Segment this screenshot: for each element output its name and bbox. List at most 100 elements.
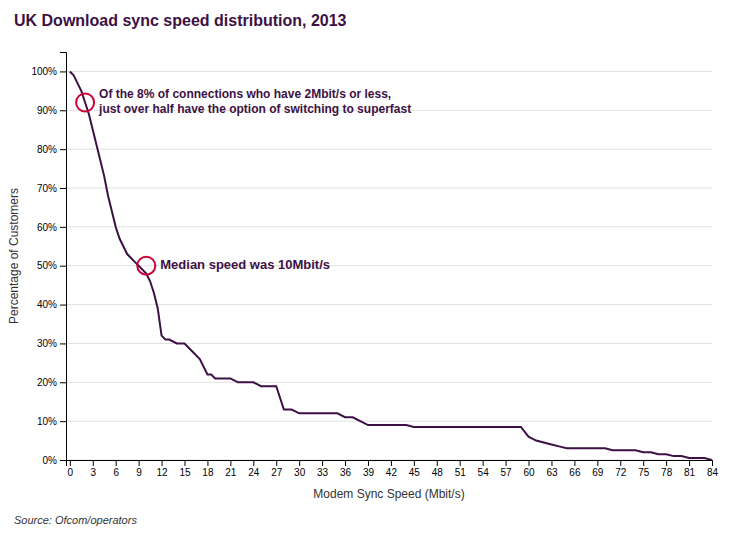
x-tick-mark [597, 460, 598, 466]
x-tick-mark [207, 460, 208, 466]
x-tick-mark [414, 460, 415, 466]
annotation-marker [76, 94, 94, 112]
x-tick-mark [483, 460, 484, 466]
y-axis-line [60, 53, 67, 461]
y-tick: 60% [37, 222, 66, 233]
x-tick-mark [643, 460, 644, 466]
x-tick: 45 [409, 460, 421, 478]
x-tick-mark [299, 460, 300, 466]
annotation-text: Median speed was 10Mbit/s [160, 257, 330, 272]
y-tick-label: 0% [43, 455, 58, 466]
x-tick: 57 [501, 460, 513, 478]
x-tick-mark [139, 460, 140, 466]
x-tick-label: 81 [684, 467, 696, 478]
x-axis-title: Modem Sync Speed (Mbit/s) [313, 487, 464, 501]
x-tick-label: 75 [638, 467, 650, 478]
x-tick: 69 [592, 460, 604, 478]
title: UK Download sync speed distribution, 201… [14, 12, 347, 29]
x-tick-label: 39 [363, 467, 375, 478]
x-tick-label: 60 [523, 467, 535, 478]
y-tick-label: 100% [31, 66, 57, 77]
x-tick-label: 54 [478, 467, 490, 478]
x-tick-mark [162, 460, 163, 466]
y-tick-mark [60, 188, 66, 189]
x-tick-label: 78 [661, 467, 673, 478]
x-tick: 78 [661, 460, 673, 478]
grid-line [66, 382, 712, 383]
annotations: Of the 8% of connections who have 2Mbit/… [76, 87, 411, 275]
x-tick-mark [620, 460, 621, 466]
x-tick: 48 [432, 460, 444, 478]
y-tick-mark [60, 149, 66, 150]
x-tick-mark [276, 460, 277, 466]
grid-line [66, 226, 712, 227]
y-tick-mark [60, 71, 66, 72]
y-tick: 80% [37, 144, 66, 155]
x-tick-label: 0 [68, 467, 74, 478]
y-axis-title: Percentage of Customers [7, 188, 21, 324]
x-tick-mark [460, 460, 461, 466]
x-tick: 3 [90, 460, 96, 478]
x-tick-mark [253, 460, 254, 466]
y-tick-mark [60, 266, 66, 267]
x-tick-label: 36 [340, 467, 352, 478]
x-tick: 9 [136, 460, 142, 478]
x-tick: 15 [179, 460, 191, 478]
x-tick-label: 42 [386, 467, 398, 478]
x-tick: 24 [248, 460, 260, 478]
grid-line [66, 304, 712, 305]
x-tick-mark [551, 460, 552, 466]
x-tick-label: 57 [501, 467, 513, 478]
x-tick: 63 [546, 460, 558, 478]
y-tick: 10% [37, 416, 66, 427]
y-tick-mark [60, 460, 66, 461]
x-tick-label: 84 [707, 467, 719, 478]
x-tick-label: 12 [156, 467, 168, 478]
y-tick-label: 40% [37, 299, 57, 310]
x-axis-line [67, 461, 713, 467]
x-tick-label: 69 [592, 467, 604, 478]
y-tick-label: 50% [37, 260, 57, 271]
grid-line [66, 71, 712, 72]
y-tick-mark [60, 343, 66, 344]
x-tick-label: 27 [271, 467, 283, 478]
y-tick-mark [60, 110, 66, 111]
y-tick-mark [60, 305, 66, 306]
x-tick: 0 [68, 460, 74, 478]
y-tick-label: 10% [37, 416, 57, 427]
y-tick: 30% [37, 338, 66, 349]
x-tick: 6 [113, 460, 119, 478]
y-tick: 40% [37, 299, 66, 310]
x-tick: 27 [271, 460, 283, 478]
x-tick-label: 66 [569, 467, 581, 478]
line [70, 71, 712, 460]
x-tick-label: 51 [455, 467, 467, 478]
annotation-text: Of the 8% of connections who have 2Mbit/… [99, 87, 391, 101]
grid-line [66, 421, 712, 422]
x-tick-label: 24 [248, 467, 260, 478]
x-tick: 30 [294, 460, 306, 478]
y-axis: 0% 10% 20% 30% 40% 50% 60% 70% 80% 90% 100% [31, 53, 66, 466]
x-tick-mark [574, 460, 575, 466]
y-tick: 70% [37, 183, 66, 194]
grid-line [66, 343, 712, 344]
x-tick-mark [93, 460, 94, 466]
x-tick-label: 15 [179, 467, 191, 478]
annotation-text: just over half have the option of switch… [98, 102, 411, 116]
y-tick: 20% [37, 377, 66, 388]
x-tick: 54 [478, 460, 490, 478]
x-tick-mark [689, 460, 690, 466]
annotation-marker [137, 257, 155, 275]
x-tick: 39 [363, 460, 375, 478]
x-tick: 36 [340, 460, 352, 478]
chart: 0369121518212427303336394245485154576063… [0, 0, 736, 534]
x-tick: 51 [455, 460, 467, 478]
y-tick: 90% [37, 105, 66, 116]
x-tick-label: 72 [615, 467, 627, 478]
x-tick-label: 21 [225, 467, 237, 478]
x-tick-label: 6 [113, 467, 119, 478]
x-tick-mark [322, 460, 323, 466]
x-tick: 75 [638, 460, 650, 478]
x-tick-mark [666, 460, 667, 466]
x-tick: 66 [569, 460, 581, 478]
